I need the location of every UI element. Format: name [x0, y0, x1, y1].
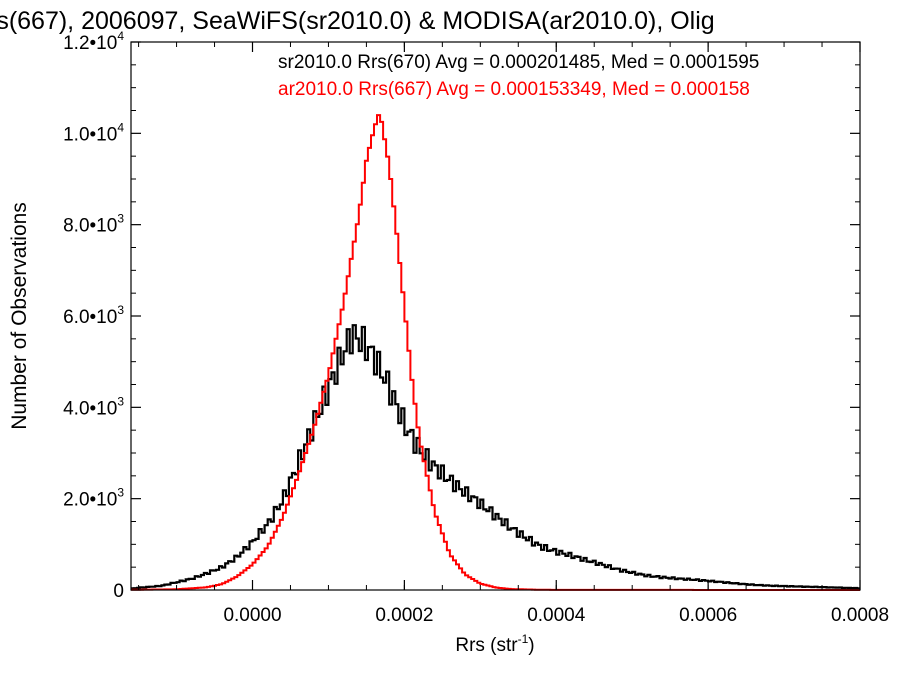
legend-entry-ar2010: ar2010.0 Rrs(667) Avg = 0.000153349, Med… [278, 79, 750, 100]
x-axis-ticks: 0.0000 0.0002 0.0004 0.0006 0.0008 [138, 42, 889, 626]
x-tick-label: 0.0008 [831, 605, 889, 626]
x-axis-label-close: ) [528, 635, 534, 656]
y-tick-label: 1.2•104 [63, 29, 124, 54]
y-axis-label: Number of Observations [8, 202, 31, 430]
y-tick-label: 2.0•103 [63, 486, 124, 511]
y-tick-label: 6.0•103 [63, 303, 124, 328]
x-tick-label: 0.0006 [679, 605, 737, 626]
x-tick-label: 0.0004 [527, 605, 586, 626]
plot-frame [130, 41, 861, 591]
chart-title: rs(667), 2006097, SeaWiFS(sr2010.0) & MO… [0, 7, 715, 35]
series-line-0 [131, 324, 860, 590]
y-tick-label: 0 [113, 581, 124, 602]
x-axis-label: Rrs (str-1) [455, 632, 534, 656]
y-tick-label: 8.0•103 [63, 212, 124, 237]
y-axis-ticks: 0 2.0•103 4.0•103 6.0•103 8.0•103 1.0•104 1.2•… [63, 29, 860, 602]
histogram-layer [131, 114, 860, 591]
x-axis-label-exponent: -1 [518, 632, 529, 646]
x-tick-label: 0.0000 [223, 605, 281, 626]
y-tick-label: 4.0•103 [63, 394, 124, 419]
x-tick-label: 0.0002 [375, 605, 433, 626]
x-axis-label-text: Rrs (str [455, 635, 518, 656]
legend-entry-sr2010: sr2010.0 Rrs(670) Avg = 0.000201485, Med… [278, 52, 759, 73]
y-tick-label: 1.0•104 [63, 120, 124, 145]
